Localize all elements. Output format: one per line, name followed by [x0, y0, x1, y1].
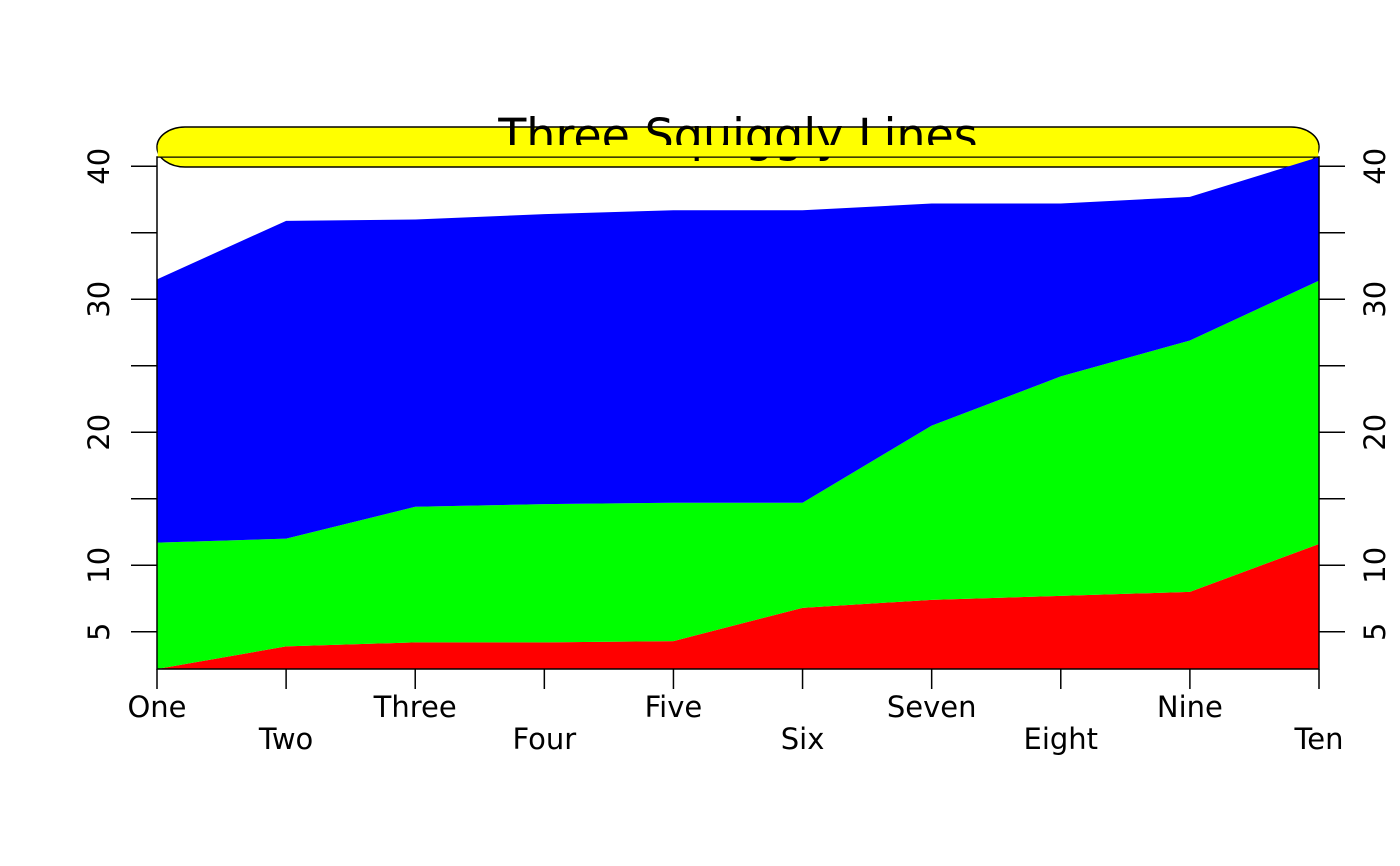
x-tick-label: Six [781, 722, 825, 756]
x-tick-label: Eight [1024, 722, 1099, 756]
y-tick-label: 40 [1358, 148, 1392, 185]
y-tick-label: 30 [1358, 281, 1392, 318]
y-tick-label: 20 [1358, 414, 1392, 451]
areas [157, 157, 1319, 669]
x-tick-label: Seven [887, 690, 977, 724]
y-tick-label: 30 [82, 281, 116, 318]
x-tick-label: Three [373, 690, 457, 724]
x-tick-label: Ten [1293, 722, 1343, 756]
area [157, 157, 1319, 543]
area [157, 280, 1319, 669]
area [157, 543, 1319, 669]
plot-border [156, 156, 1320, 670]
x-tick-label: One [127, 690, 186, 724]
x-tick-label: Two [258, 722, 313, 756]
y-tick-label: 5 [1358, 623, 1392, 641]
y-tick-label: 5 [82, 623, 116, 641]
y-tick-label: 10 [1358, 547, 1392, 584]
y-tick-label: 10 [82, 547, 116, 584]
x-tick-label: Five [645, 690, 703, 724]
title-band-fill [157, 145, 1319, 157]
x-tick-label: Four [512, 722, 576, 756]
x-tick-label: Nine [1157, 690, 1223, 724]
y-tick-label: 40 [82, 148, 116, 185]
y-tick-label: 20 [82, 414, 116, 451]
